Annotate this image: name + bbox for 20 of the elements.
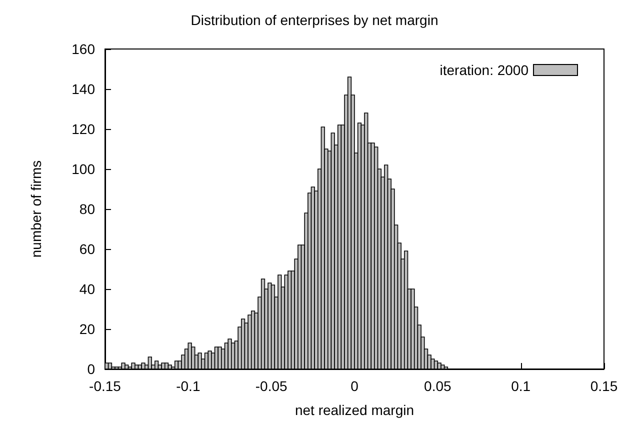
y-tick-label: 100 (72, 161, 96, 177)
y-tick-label: 80 (79, 201, 96, 217)
x-tick-label: 0.15 (590, 378, 618, 394)
legend-label: iteration: 2000 (440, 62, 529, 78)
x-tick-label: -0.1 (176, 378, 200, 394)
x-axis-title: net realized margin (294, 402, 414, 418)
y-tick-label: 40 (79, 281, 96, 297)
y-tick-label: 140 (72, 81, 96, 97)
x-tick-label: 0.1 (511, 378, 531, 394)
y-tick-label: 0 (87, 361, 96, 377)
x-tick-label: -0.15 (89, 378, 122, 394)
x-tick-label: 0.05 (424, 378, 452, 394)
x-tick-label: 0 (350, 378, 359, 394)
y-tick-label: 160 (72, 41, 96, 57)
y-axis-title: number of firms (28, 160, 44, 258)
chart-title: Distribution of enterprises by net margin (190, 12, 438, 28)
y-tick-label: 120 (72, 121, 96, 137)
x-tick-label: -0.05 (255, 378, 288, 394)
y-tick-label: 20 (79, 321, 96, 337)
y-tick-label: 60 (79, 241, 96, 257)
